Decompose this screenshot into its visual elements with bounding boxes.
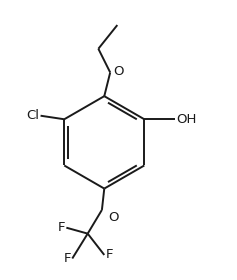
Text: O: O <box>108 211 118 224</box>
Text: Cl: Cl <box>26 109 39 122</box>
Text: F: F <box>58 221 65 234</box>
Text: F: F <box>64 252 71 265</box>
Text: OH: OH <box>176 113 197 126</box>
Text: O: O <box>113 65 123 78</box>
Text: F: F <box>105 248 113 262</box>
